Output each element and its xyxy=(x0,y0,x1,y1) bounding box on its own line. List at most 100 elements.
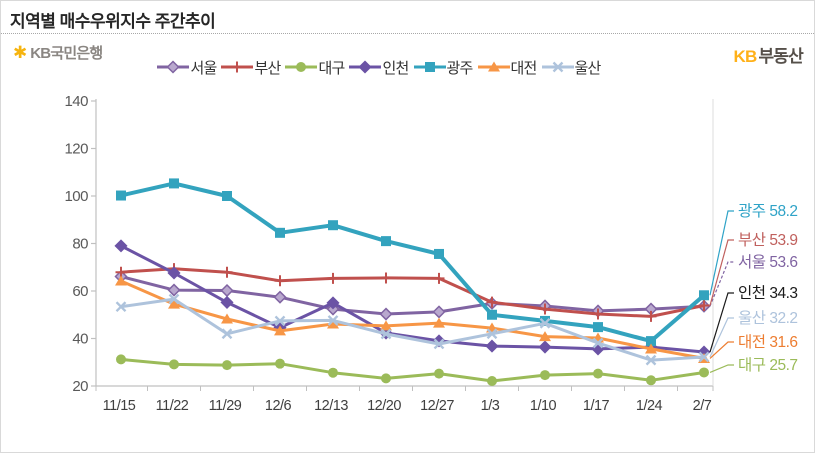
triangle-marker xyxy=(168,298,180,309)
diamond-marker xyxy=(220,295,234,309)
legend-item-seoul: 서울 xyxy=(156,57,217,78)
kb-kookmin-bank-logo-text: KB국민은행 xyxy=(30,45,103,62)
series-line-seoul xyxy=(119,275,706,316)
end-label-leader-seoul xyxy=(709,261,734,307)
legend-label-seoul: 서울 xyxy=(190,59,217,77)
end-label-seoul: 서울 53.6 xyxy=(738,253,798,271)
triangle-marker xyxy=(433,317,445,328)
x-marker xyxy=(380,328,392,340)
x-tick-label: 12/6 xyxy=(265,398,292,414)
kb-kookmin-bank-logo: ✱ KB국민은행 xyxy=(13,42,103,63)
kb-star-icon: ✱ xyxy=(13,43,28,62)
end-label-gwangju: 광주 58.2 xyxy=(738,202,798,220)
circle-marker xyxy=(540,370,550,381)
kb-logo-suffix-text: 부동산 xyxy=(758,47,803,66)
diamond-marker xyxy=(273,290,287,304)
square-marker xyxy=(699,290,709,301)
diamond-marker xyxy=(220,283,234,298)
plus-marker xyxy=(539,303,551,315)
circle-marker xyxy=(381,373,391,384)
x-marker xyxy=(552,61,563,73)
triangle-marker xyxy=(221,313,233,324)
plus-marker xyxy=(592,308,604,320)
square-marker xyxy=(424,62,435,72)
legend-marker-busan-icon xyxy=(221,61,254,73)
circle-marker xyxy=(116,354,126,365)
series-line-daegu xyxy=(119,357,706,383)
square-marker xyxy=(328,220,338,231)
x-tick-label: 11/15 xyxy=(103,398,136,414)
diamond-marker xyxy=(167,283,181,297)
diamond-marker xyxy=(538,340,552,354)
plus-marker xyxy=(433,272,445,284)
kb-logo-kb-text: KB xyxy=(733,47,758,66)
end-label-daegu: 대구 25.7 xyxy=(738,356,798,374)
diamond-marker xyxy=(432,305,446,319)
legend-item-gwangju: 광주 xyxy=(413,57,473,78)
diamond-marker xyxy=(379,307,393,321)
circle-marker xyxy=(222,360,232,371)
x-tick-label: 12/27 xyxy=(420,398,454,414)
circle-marker xyxy=(328,367,338,378)
series-line-ulsan xyxy=(119,297,706,362)
series-line-busan xyxy=(119,267,706,318)
circle-marker xyxy=(434,368,444,379)
end-label-leader-incheon xyxy=(709,292,734,353)
x-marker xyxy=(274,315,286,327)
diamond-marker xyxy=(358,60,373,74)
series-daegu xyxy=(116,354,709,387)
end-label-leader-daejeon xyxy=(709,341,734,359)
series-line-gwangju xyxy=(119,181,706,344)
legend-item-incheon: 인천 xyxy=(348,57,409,78)
x-tick-label: 1/10 xyxy=(530,398,557,414)
x-marker xyxy=(698,351,710,363)
diamond-marker xyxy=(167,266,181,280)
x-tick-label: 11/22 xyxy=(156,398,189,414)
triangle-marker xyxy=(539,331,551,342)
circle-marker xyxy=(296,62,307,72)
plus-marker xyxy=(231,61,243,73)
y-tick-label: 100 xyxy=(64,188,88,205)
end-label-busan: 부산 53.9 xyxy=(738,231,798,249)
triangle-marker xyxy=(380,320,392,331)
plus-marker xyxy=(645,310,657,322)
diamond-marker xyxy=(114,239,128,253)
square-marker xyxy=(540,315,550,326)
series-line-daejeon xyxy=(119,279,706,360)
end-label-ulsan: 울산 32.2 xyxy=(738,309,798,327)
circle-marker xyxy=(275,358,285,369)
x-tick-label: 1/17 xyxy=(583,398,610,414)
end-label-leader-ulsan xyxy=(709,317,734,358)
x-tick-label: 12/13 xyxy=(314,398,348,414)
diamond-marker xyxy=(166,60,180,74)
triangle-marker xyxy=(487,61,500,72)
legend-label-incheon: 인천 xyxy=(382,59,409,77)
y-tick-label: 80 xyxy=(72,236,88,253)
square-marker xyxy=(222,191,232,201)
page-title: 지역별 매수우위지수 주간추이 xyxy=(10,12,216,31)
plus-marker xyxy=(698,299,710,311)
title-bar: 지역별 매수우위지수 주간추이 xyxy=(1,1,814,34)
x-marker xyxy=(539,317,551,329)
x-marker xyxy=(486,328,498,340)
series-gwangju xyxy=(116,178,709,347)
legend-item-ulsan: 울산 xyxy=(541,57,601,78)
y-tick-label: 40 xyxy=(72,331,88,348)
triangle-marker xyxy=(274,325,286,336)
x-tick-label: 11/29 xyxy=(209,398,242,414)
x-tick-label: 2/7 xyxy=(693,398,712,414)
x-marker xyxy=(115,301,127,313)
series-line-incheon xyxy=(119,244,706,354)
y-tick-label: 60 xyxy=(72,283,88,300)
legend-item-daejeon: 대전 xyxy=(477,57,537,78)
circle-marker xyxy=(593,368,603,379)
chart-legend: 서울 부산 대구 인천 광주 대전 울산 xyxy=(96,57,661,77)
plus-marker xyxy=(327,272,339,284)
plus-marker xyxy=(380,272,392,284)
kb-real-estate-logo: KB 부동산 xyxy=(734,42,804,67)
diamond-marker xyxy=(485,339,499,353)
triangle-marker xyxy=(115,275,127,286)
x-marker xyxy=(168,293,180,305)
plus-marker xyxy=(221,266,233,278)
